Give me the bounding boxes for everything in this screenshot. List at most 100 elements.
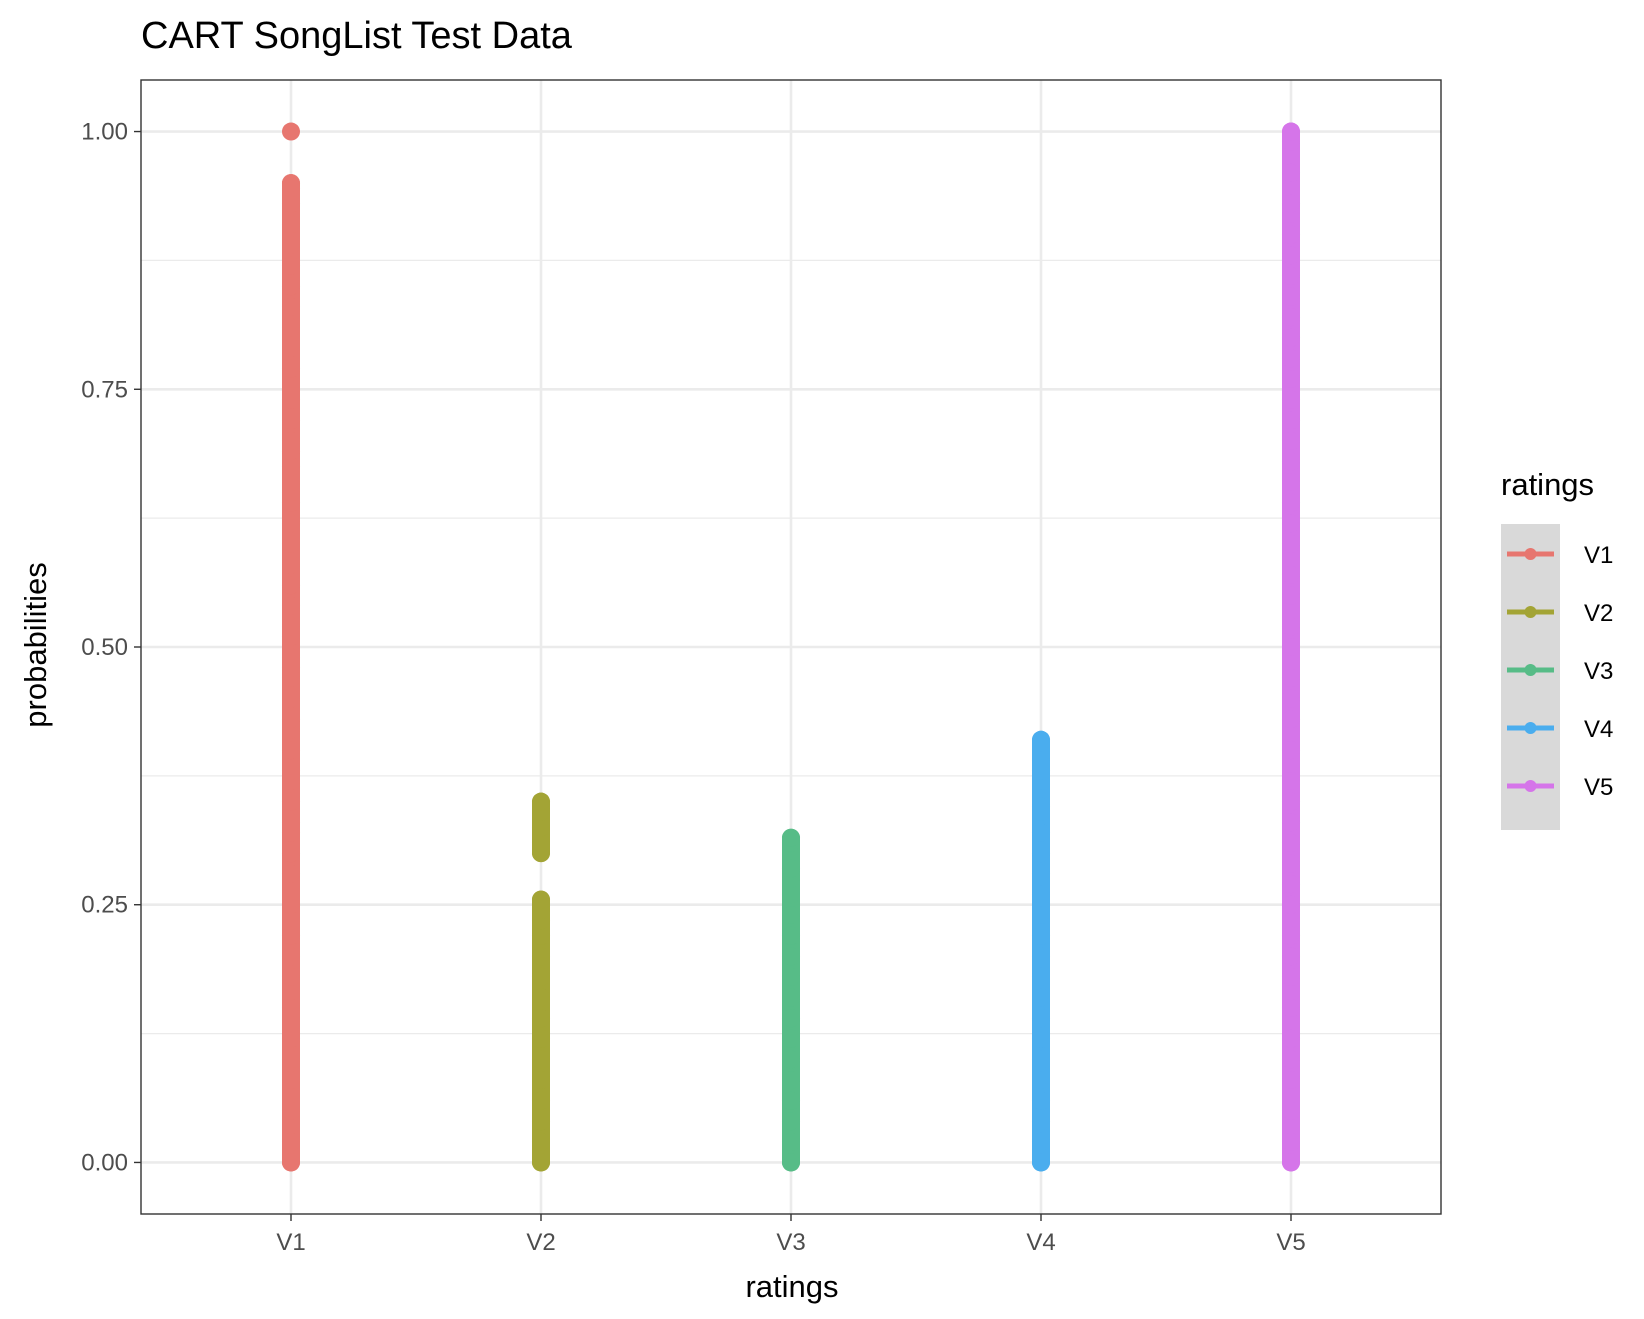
data-point [782,1050,800,1069]
data-point [782,1029,800,1048]
x-tick-label: V5 [1276,1229,1305,1256]
data-point [532,1050,550,1069]
x-tick-label: V3 [776,1229,805,1256]
data-point [282,555,300,574]
data-point [1282,895,1300,914]
data-point [282,215,300,234]
data-point [282,576,300,595]
data-point [782,967,800,986]
data-point [1282,1050,1300,1069]
data-point [282,1132,300,1151]
data-point [1282,792,1300,811]
legend-key-background [1501,524,1560,830]
data-point [282,411,300,430]
data-point [1032,1050,1050,1069]
legend-label: V5 [1584,774,1613,801]
data-point [1032,797,1050,816]
data-point [282,297,300,316]
y-tick-label: 1.00 [81,119,128,146]
series-V4 [1032,730,1050,1172]
data-point [1282,565,1300,584]
data-point [782,1132,800,1151]
y-axis: 0.00 0.25 0.50 0.75 1.00 [81,119,141,1176]
data-point [532,1153,550,1172]
legend-item-V1: V1 [1507,542,1613,569]
data-point [1282,741,1300,760]
data-point [282,1050,300,1069]
data-point [782,926,800,945]
legend-item-V3: V3 [1507,658,1613,685]
legend-label: V4 [1584,716,1613,743]
legend-item-V4: V4 [1507,716,1613,743]
data-point [782,906,800,925]
legend-item-V5: V5 [1507,774,1613,801]
legend-label: V3 [1584,658,1613,685]
legend-key-point [1524,664,1537,676]
data-point [1032,947,1050,966]
data-point [282,596,300,615]
y-tick-label: 0.75 [81,376,128,403]
legend-title: ratings [1501,467,1594,502]
series-V2 [532,792,550,1172]
data-point [282,761,300,780]
data-point [282,194,300,213]
data-point [282,174,300,193]
legend-key-point [1524,606,1537,618]
data-point [1032,864,1050,883]
data-point [282,514,300,533]
y-tick-label: 0.25 [81,892,128,919]
data-point [282,318,300,337]
y-tick-label: 0.00 [81,1149,128,1176]
data-point [532,1029,550,1048]
data-point [1282,772,1300,791]
data-point [532,792,550,811]
data-point [1282,813,1300,832]
data-point [1282,638,1300,656]
data-point [1282,493,1300,512]
data-point [532,890,550,909]
data-point [282,926,300,945]
data-point [1282,1029,1300,1048]
data-point [1282,369,1300,388]
data-point [1282,926,1300,945]
data-point [1032,1029,1050,1048]
data-point [282,947,300,966]
data-point [282,235,300,254]
points-layer [282,122,1300,1172]
data-point [282,689,300,708]
data-point [1282,833,1300,852]
data-point [1282,163,1300,182]
data-point [532,926,550,945]
data-point [282,1029,300,1048]
data-point [1032,1009,1050,1028]
x-tick-label: V4 [1026,1229,1055,1256]
data-point [282,998,300,1017]
series-V5 [1282,122,1300,1172]
data-point [1282,431,1300,450]
data-point [532,818,550,837]
data-point [1032,1112,1050,1131]
data-point [1032,751,1050,770]
data-point [282,359,300,378]
legend: ratings V1 V2 V3 V4 V5 [1501,467,1613,830]
data-point [282,617,300,636]
data-point [1032,730,1050,749]
data-point [1282,1070,1300,1089]
data-point [1032,844,1050,863]
data-point [1282,947,1300,966]
legend-key-point [1524,548,1537,560]
data-point [1282,266,1300,285]
data-point [282,1153,300,1172]
data-point [1032,967,1050,986]
data-point [1282,514,1300,533]
data-point [782,859,800,878]
legend-label: V1 [1584,542,1613,569]
data-point [1282,854,1300,873]
x-tick-label: V1 [276,1229,305,1256]
data-point [282,967,300,986]
data-point [782,988,800,1007]
data-point [282,844,300,863]
data-point [782,1070,800,1089]
data-point [282,813,300,832]
